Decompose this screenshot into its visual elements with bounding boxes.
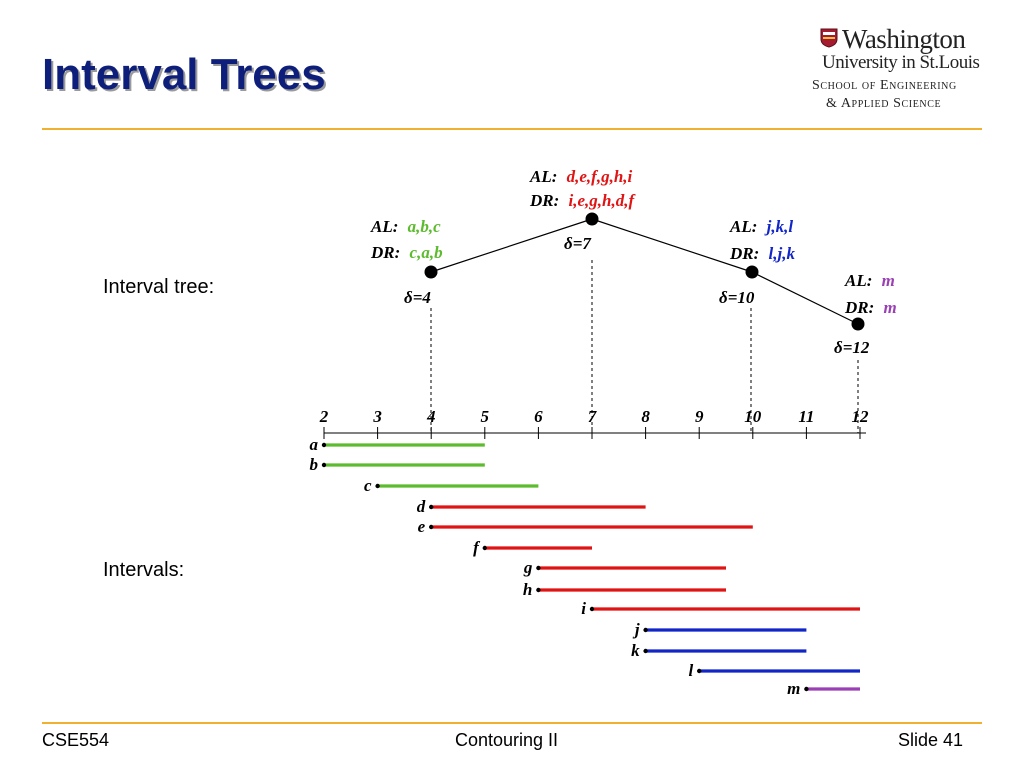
axis-tick-label: 2	[319, 407, 329, 426]
interval-label: e	[418, 517, 426, 536]
node-dot	[424, 265, 438, 279]
dr-prefix: DR:	[844, 298, 874, 317]
svg-text:AL: a,b,c: AL: a,b,c	[370, 217, 441, 236]
interval-tree-label: Interval tree:	[103, 276, 215, 298]
al-prefix: AL:	[370, 217, 398, 236]
interval-start-dot	[482, 545, 487, 551]
interval-label: a	[310, 435, 319, 454]
interval-start-dot	[589, 606, 595, 612]
interval-start-dot	[429, 524, 434, 530]
seal-icon	[820, 28, 838, 48]
axis-tick-label: 12	[852, 407, 870, 426]
svg-text:AL: j,k,l: AL: j,k,l	[729, 217, 793, 236]
dr-list: c,a,b	[410, 243, 443, 262]
projection-lines	[430, 260, 859, 433]
logo-line-3: School of Engineering	[812, 78, 957, 93]
svg-text:DR: m: DR: m	[844, 298, 897, 317]
interval-label: k	[631, 641, 640, 660]
axis-tick-label: 11	[798, 407, 814, 426]
node-dot	[745, 265, 759, 279]
footer-topic: Contouring II	[455, 730, 559, 750]
al-list: m	[882, 271, 895, 290]
interval-start-dot	[321, 442, 327, 448]
node-dot	[851, 317, 865, 331]
axis-tick-label: 6	[534, 407, 543, 426]
al-prefix: AL:	[729, 217, 757, 236]
node-dot	[585, 212, 599, 226]
interval-start-dot	[536, 587, 541, 593]
al-prefix: AL:	[529, 167, 557, 186]
interval-start-dot	[643, 627, 648, 633]
axis-tick-label: 10	[744, 407, 762, 426]
svg-text:DR: i,e,g,h,d,f: DR: i,e,g,h,d,f	[529, 191, 637, 210]
al-list: d,e,f,g,h,i	[567, 167, 633, 186]
logo-line-4: & Applied Science	[826, 96, 942, 111]
interval-start-dot	[429, 504, 434, 510]
axis-tick-label: 3	[372, 407, 382, 426]
interval-label: m	[787, 679, 800, 698]
intervals-label: Intervals:	[103, 559, 185, 581]
interval-start-dot	[321, 462, 327, 468]
logo-line-1: Washington	[842, 24, 966, 54]
al-list: a,b,c	[408, 217, 442, 236]
logo-line-2: University in St.Louis	[822, 52, 980, 73]
number-axis: 2 3 4 5 6 7 8 9 10 11 12	[319, 407, 869, 439]
interval-start-dot	[643, 648, 648, 654]
axis-tick-label: 8	[641, 407, 650, 426]
axis-tick-label: 5	[481, 407, 490, 426]
footer-slide-number: Slide 41	[898, 730, 964, 750]
dr-prefix: DR:	[529, 191, 559, 210]
dr-prefix: DR:	[729, 244, 759, 263]
tree-node-12: AL: m DR: m δ=12	[834, 271, 897, 357]
title-divider	[42, 128, 982, 130]
svg-text:AL: m: AL: m	[844, 271, 895, 290]
delta-label: δ=10	[719, 288, 755, 307]
svg-text:AL: d,e,f,g,h,i: AL: d,e,f,g,h,i	[529, 167, 633, 186]
axis-tick-label: 7	[588, 407, 598, 426]
interval-start-dot	[697, 668, 702, 674]
university-logo: Washington University in St.Louis School…	[812, 24, 992, 118]
footer-divider	[42, 722, 982, 724]
tree-node-10: AL: j,k,l DR: l,j,k δ=10	[719, 217, 795, 307]
tree-node-4: AL: a,b,c DR: c,a,b δ=4	[370, 217, 443, 307]
dr-list: l,j,k	[769, 244, 796, 263]
delta-label: δ=4	[404, 288, 431, 307]
footer-course: CSE554	[42, 730, 110, 750]
interval-label: l	[688, 661, 693, 680]
interval-start-dot	[536, 565, 541, 571]
interval-start-dot	[804, 686, 809, 692]
axis-tick-label: 4	[426, 407, 436, 426]
interval-bars: ab c de f gh i jk l m	[310, 435, 860, 698]
delta-label: δ=12	[834, 338, 870, 357]
interval-label: c	[364, 476, 372, 495]
svg-text:DR: c,a,b: DR: c,a,b	[370, 243, 443, 262]
edge-10-12	[751, 271, 859, 325]
dr-list: m	[884, 298, 897, 317]
tree-edges	[430, 218, 859, 325]
interval-label: d	[417, 497, 426, 516]
edge-7-4	[430, 218, 593, 273]
interval-label: g	[523, 558, 533, 577]
interval-label: f	[473, 538, 481, 557]
slide-title: Interval Trees	[42, 50, 326, 99]
al-list: j,k,l	[764, 217, 794, 236]
dr-prefix: DR:	[370, 243, 400, 262]
al-prefix: AL:	[844, 271, 872, 290]
svg-text:DR: l,j,k: DR: l,j,k	[729, 244, 795, 263]
interval-label: i	[581, 599, 586, 618]
interval-label: j	[632, 620, 640, 639]
delta-label: δ=7	[564, 234, 592, 253]
interval-label: h	[523, 580, 532, 599]
edge-7-10	[591, 218, 753, 273]
tree-node-7: AL: d,e,f,g,h,i DR: i,e,g,h,d,f δ=7	[529, 167, 637, 253]
axis-tick-label: 9	[695, 407, 704, 426]
interval-start-dot	[375, 483, 380, 489]
dr-list: i,e,g,h,d,f	[569, 191, 637, 210]
interval-label: b	[310, 455, 319, 474]
